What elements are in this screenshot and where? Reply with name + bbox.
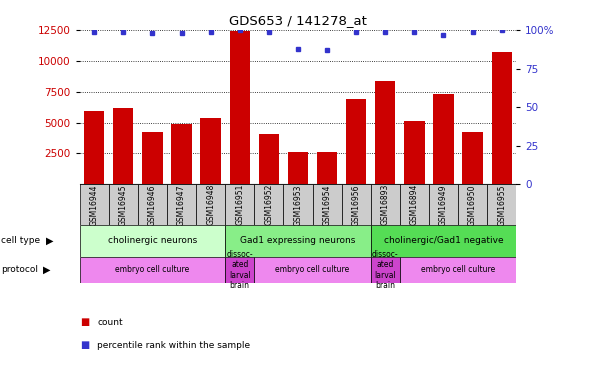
Text: percentile rank within the sample: percentile rank within the sample [97, 340, 251, 350]
Bar [171, 124, 192, 184]
Text: embryo cell culture: embryo cell culture [115, 266, 189, 274]
Text: cholinergic/Gad1 negative: cholinergic/Gad1 negative [384, 237, 503, 246]
Bar [84, 111, 104, 184]
Bar [342, 184, 371, 225]
Bar [201, 118, 221, 184]
Text: count: count [97, 318, 123, 327]
Bar [404, 122, 425, 184]
Bar [400, 256, 516, 283]
Bar [346, 99, 366, 184]
Bar [487, 184, 516, 225]
Bar [167, 184, 196, 225]
Bar [113, 108, 133, 184]
Text: embryo cell culture: embryo cell culture [276, 266, 350, 274]
Text: GSM16948: GSM16948 [206, 184, 215, 225]
Text: GSM16893: GSM16893 [381, 184, 390, 225]
Bar [491, 52, 512, 184]
Text: cell type: cell type [1, 237, 40, 246]
Text: ▶: ▶ [46, 236, 54, 246]
Bar [196, 184, 225, 225]
Bar [225, 256, 254, 283]
Bar [375, 81, 395, 184]
Text: protocol: protocol [1, 266, 38, 274]
Text: ■: ■ [80, 318, 89, 327]
Text: GSM16953: GSM16953 [293, 184, 303, 225]
Text: GSM16950: GSM16950 [468, 184, 477, 225]
Bar [258, 134, 279, 184]
Bar [80, 225, 225, 256]
Bar [313, 184, 342, 225]
Text: GSM16945: GSM16945 [119, 184, 128, 225]
Bar [371, 256, 400, 283]
Text: GSM16944: GSM16944 [90, 184, 99, 225]
Bar [463, 132, 483, 184]
Text: ■: ■ [80, 340, 89, 350]
Bar [400, 184, 429, 225]
Text: GSM16955: GSM16955 [497, 184, 506, 225]
Title: GDS653 / 141278_at: GDS653 / 141278_at [229, 15, 367, 27]
Bar [230, 31, 250, 184]
Bar [429, 184, 458, 225]
Bar [371, 184, 400, 225]
Text: cholinergic neurons: cholinergic neurons [108, 237, 197, 246]
Bar [433, 94, 454, 184]
Bar [109, 184, 138, 225]
Bar [371, 225, 516, 256]
Text: GSM16946: GSM16946 [148, 184, 157, 225]
Text: embryo cell culture: embryo cell culture [421, 266, 495, 274]
Text: GSM16952: GSM16952 [264, 184, 273, 225]
Text: GSM16894: GSM16894 [410, 184, 419, 225]
Bar [254, 184, 283, 225]
Bar [283, 184, 313, 225]
Text: GSM16954: GSM16954 [323, 184, 332, 225]
Text: GSM16947: GSM16947 [177, 184, 186, 225]
Bar [142, 132, 163, 184]
Bar [138, 184, 167, 225]
Text: GSM16956: GSM16956 [352, 184, 360, 225]
Text: GSM16951: GSM16951 [235, 184, 244, 225]
Bar [317, 152, 337, 184]
Text: dissoc-
ated
larval
brain: dissoc- ated larval brain [227, 250, 253, 290]
Bar [458, 184, 487, 225]
Text: Gad1 expressing neurons: Gad1 expressing neurons [240, 237, 356, 246]
Text: ▶: ▶ [42, 265, 50, 275]
Bar [254, 256, 371, 283]
Bar [80, 184, 109, 225]
Bar [225, 184, 254, 225]
Bar [288, 152, 308, 184]
Text: dissoc-
ated
larval
brain: dissoc- ated larval brain [372, 250, 399, 290]
Text: GSM16949: GSM16949 [439, 184, 448, 225]
Bar [80, 256, 225, 283]
Bar [225, 225, 371, 256]
